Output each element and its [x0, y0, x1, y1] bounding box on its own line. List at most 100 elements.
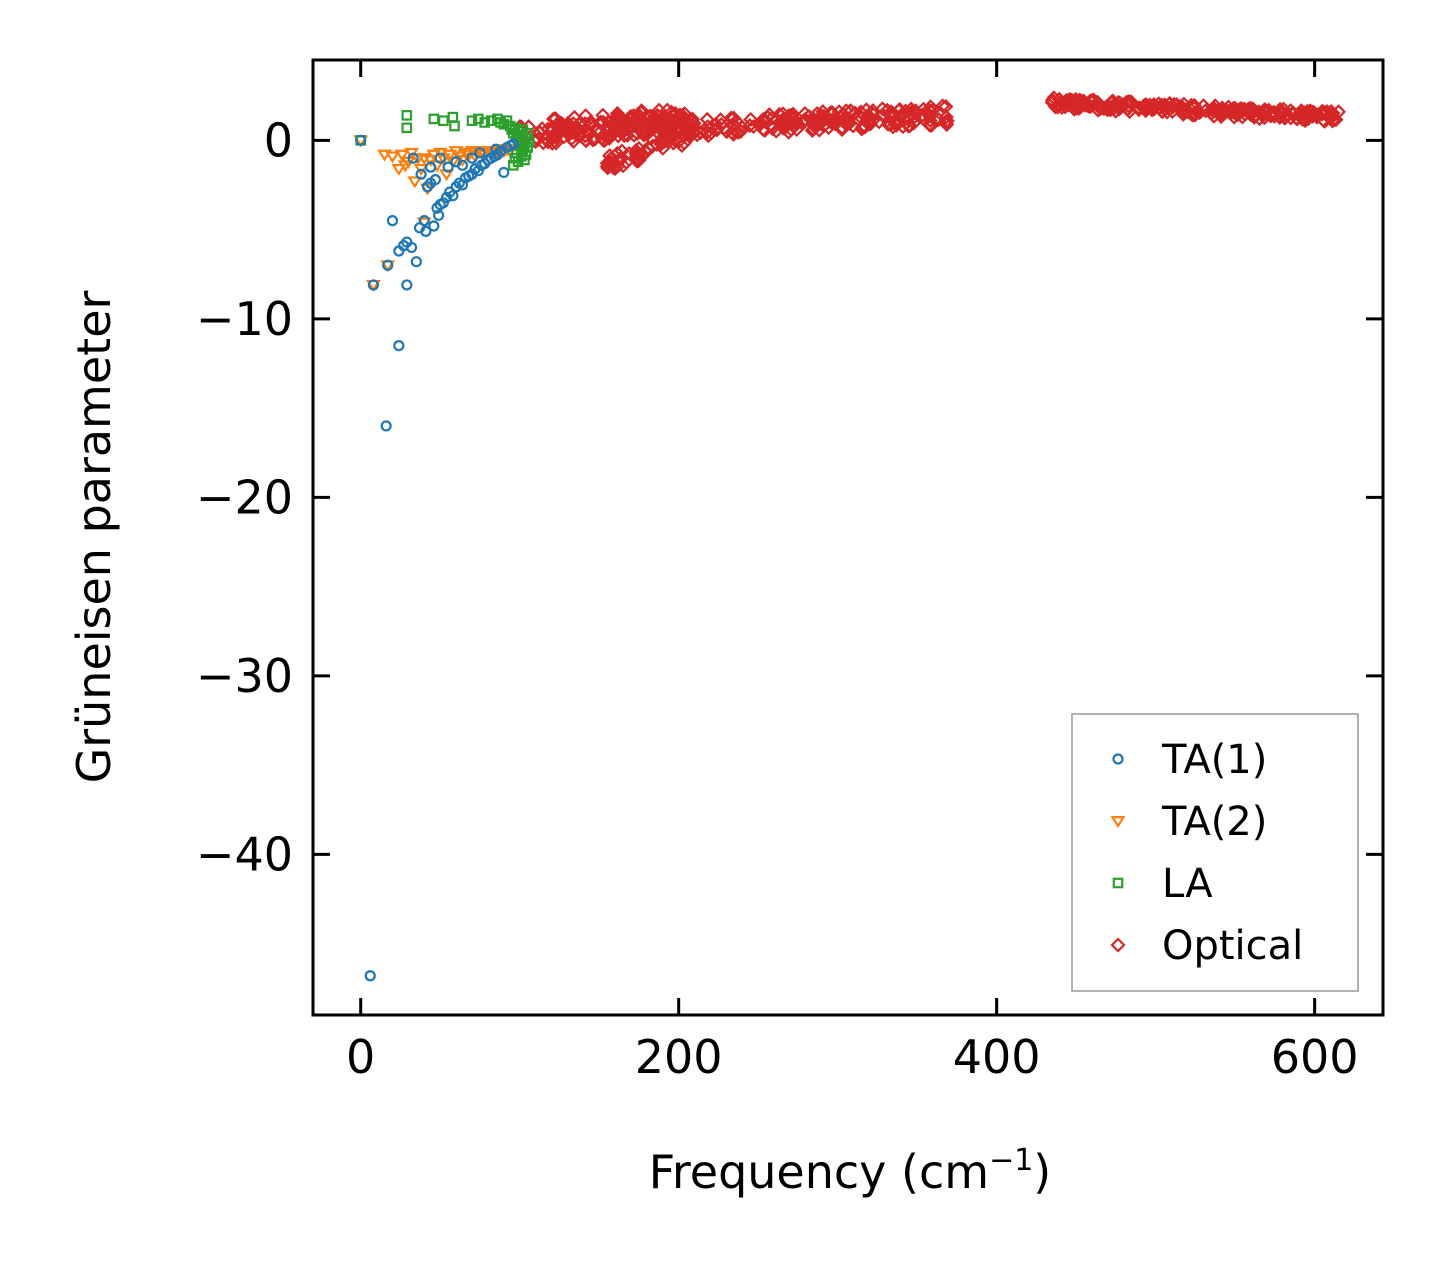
data-point	[523, 136, 535, 148]
data-point	[674, 127, 690, 143]
data-point	[428, 220, 440, 232]
x-tick-label: 600	[1271, 1030, 1359, 1084]
data-point	[915, 101, 932, 117]
data-point	[1272, 103, 1288, 119]
data-point	[782, 113, 798, 129]
data-point	[1054, 99, 1070, 116]
data-point	[757, 113, 773, 129]
data-point	[610, 128, 626, 144]
data-point	[397, 160, 413, 173]
data-point	[601, 153, 618, 170]
data-point	[1092, 100, 1108, 116]
data-point	[407, 176, 423, 189]
data-point	[522, 142, 533, 153]
legend-item: TA(2)	[1110, 799, 1267, 845]
data-point	[775, 116, 792, 132]
data-point	[1245, 104, 1261, 120]
data-point	[622, 118, 638, 134]
data-point	[595, 107, 611, 123]
data-point	[906, 109, 922, 125]
data-point	[1285, 105, 1301, 121]
data-point	[723, 110, 739, 126]
y-tick-label: 0	[264, 113, 293, 167]
data-point	[458, 147, 474, 160]
data-point	[420, 225, 432, 237]
data-point	[665, 135, 682, 151]
data-point	[485, 115, 497, 126]
data-point	[612, 110, 628, 126]
y-tick-label: −10	[196, 292, 293, 346]
x-tick-label: 200	[635, 1030, 723, 1084]
legend-item: LA	[1112, 861, 1213, 907]
data-point	[874, 101, 891, 117]
data-point	[686, 115, 702, 131]
data-point	[380, 420, 392, 432]
data-point	[377, 149, 393, 162]
data-point	[614, 116, 630, 132]
data-point	[831, 104, 847, 120]
data-point	[410, 256, 422, 268]
data-point	[914, 107, 930, 123]
data-point	[1297, 112, 1313, 129]
legend-box	[1071, 713, 1359, 992]
data-point	[614, 150, 630, 166]
data-point	[734, 119, 750, 135]
data-point	[401, 122, 413, 134]
data-point	[548, 117, 564, 133]
data-point	[466, 152, 478, 164]
data-point	[644, 114, 660, 130]
data-point	[474, 147, 486, 159]
data-point	[788, 116, 804, 132]
data-point	[569, 122, 585, 139]
x-tick-label: 0	[346, 1030, 375, 1084]
data-point	[883, 117, 899, 133]
data-point	[652, 134, 668, 150]
data-point	[364, 970, 376, 982]
data-point	[498, 166, 510, 179]
legend-item: TA(1)	[1112, 737, 1267, 783]
data-point	[632, 108, 648, 124]
data-point	[927, 112, 943, 128]
data-point	[1084, 93, 1100, 109]
data-point	[882, 107, 898, 123]
data-point	[449, 120, 460, 132]
data-point	[699, 124, 716, 140]
data-point	[429, 173, 442, 186]
data-point	[822, 112, 838, 128]
data-point	[552, 118, 568, 134]
data-point	[1138, 103, 1154, 119]
data-point	[456, 159, 469, 171]
data-point	[507, 138, 519, 150]
data-point	[401, 279, 413, 291]
series-ta-1-	[355, 134, 519, 982]
data-point	[755, 121, 771, 137]
data-points	[353, 90, 1347, 982]
data-point	[385, 151, 400, 164]
data-point	[1054, 95, 1070, 111]
data-point	[1139, 98, 1155, 114]
data-point	[401, 110, 413, 121]
data-point	[865, 112, 881, 128]
data-point	[595, 114, 611, 130]
data-point	[815, 104, 831, 120]
data-point	[1049, 98, 1065, 114]
data-point	[433, 209, 445, 221]
data-point	[405, 241, 418, 254]
data-point	[894, 108, 910, 124]
legend-label: LA	[1162, 861, 1213, 907]
data-point	[860, 107, 876, 123]
data-point	[438, 115, 449, 126]
data-point	[1258, 103, 1274, 119]
data-point	[768, 123, 784, 139]
data-point	[634, 103, 650, 119]
legend: TA(1) TA(2) LA Optical	[1071, 713, 1359, 992]
data-point	[663, 128, 679, 144]
data-point	[1181, 100, 1198, 116]
data-point	[835, 107, 851, 123]
data-point	[1293, 103, 1309, 119]
y-tick-label: −20	[196, 470, 293, 524]
data-point	[490, 143, 502, 155]
data-point	[1068, 92, 1084, 108]
legend-label: Optical	[1162, 923, 1303, 969]
data-point	[1299, 103, 1315, 119]
